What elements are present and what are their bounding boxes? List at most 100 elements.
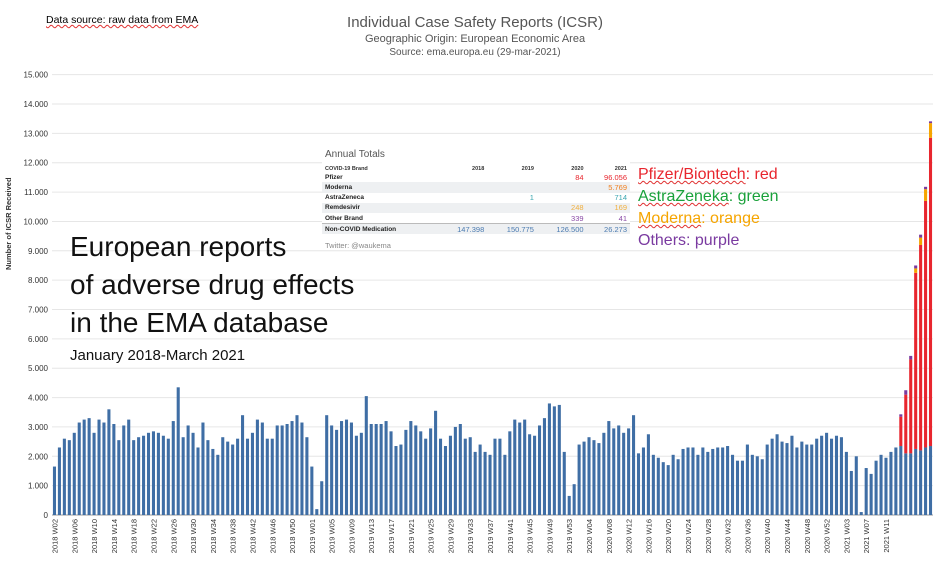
bar-segment: [889, 451, 893, 515]
bar-segment: [914, 268, 918, 273]
bar-segment: [533, 435, 537, 515]
y-tick-label: 8.000: [28, 276, 49, 285]
bar-segment: [830, 438, 834, 515]
bar-segment: [374, 424, 378, 515]
table-cell: [438, 193, 488, 203]
bar-segment: [221, 437, 225, 515]
y-tick-label: 11.000: [24, 188, 48, 197]
legend-entry: Moderna: orange: [638, 210, 760, 227]
bar-segment: [161, 435, 165, 515]
bar-segment: [909, 453, 913, 515]
bar-segment: [359, 432, 363, 515]
x-tick-label: 2020 W24: [684, 519, 693, 553]
y-tick-label: 5.000: [28, 364, 49, 373]
bar-segment: [211, 448, 215, 515]
bar-segment: [815, 438, 819, 515]
x-tick-label: 2020 W48: [803, 519, 812, 553]
x-tick-label: 2021 W11: [882, 519, 891, 553]
x-tick-label: 2019 W21: [407, 519, 416, 553]
bar-segment: [825, 432, 829, 515]
table-row-label: Moderna: [322, 182, 438, 193]
table-cell: 1: [529, 193, 534, 203]
table-cell: [487, 182, 537, 193]
bar-segment: [651, 454, 655, 515]
bar-segment: [468, 437, 472, 515]
table-column-header: COVID-19 Brand: [325, 165, 368, 172]
bar-segment: [107, 409, 111, 515]
bar-segment: [236, 438, 240, 515]
bar-segment: [537, 425, 542, 515]
bar-segment: [260, 422, 264, 515]
y-tick-label: 15.000: [24, 71, 49, 80]
bar-segment: [137, 437, 141, 515]
y-tick-label: 14.000: [24, 100, 49, 109]
bar-segment: [617, 425, 621, 515]
table-row: Non-COVID Medication 147.398 150.775 126.50…: [322, 223, 630, 235]
x-tick-label: 2019 W25: [427, 519, 436, 553]
bar-segment: [320, 481, 324, 515]
bar-segment: [755, 456, 759, 515]
table-credit: Twitter: @waukema: [325, 241, 391, 251]
bar-segment: [349, 422, 353, 515]
bar-segment: [156, 432, 160, 515]
bar-segment: [632, 415, 636, 515]
bar-segment: [721, 447, 725, 515]
table-cell: 714: [614, 193, 627, 203]
bar-segment: [557, 404, 561, 515]
bar-segment: [701, 447, 705, 515]
bar-segment: [364, 396, 368, 515]
table-cell: [536, 182, 587, 193]
bar-segment: [166, 438, 170, 515]
bar-segment: [760, 459, 764, 515]
bar-segment: [67, 440, 71, 515]
table-row: Moderna 5.769: [322, 182, 630, 193]
bar-segment: [117, 440, 121, 515]
bar-segment: [820, 435, 824, 515]
bar-segment: [770, 438, 774, 515]
y-tick-label: 4.000: [28, 394, 49, 403]
bar-segment: [285, 424, 289, 515]
bar-segment: [552, 406, 556, 515]
table-row-label: Remdesivir: [322, 202, 438, 213]
bar-segment: [785, 443, 789, 515]
bar-segment: [914, 448, 918, 515]
bar-segment: [384, 421, 388, 515]
bar-segment: [641, 447, 645, 515]
y-tick-label: 3.000: [28, 423, 49, 432]
bar-segment: [250, 432, 254, 515]
table-cell: 26.273: [586, 223, 630, 235]
table-cell: 339: [571, 213, 584, 223]
bar-segment: [122, 425, 126, 515]
overlay-period: January 2018-March 2021: [70, 347, 246, 364]
bar-segment: [290, 421, 294, 515]
x-tick-label: 2020 W32: [724, 519, 733, 553]
bar-segment: [389, 431, 393, 515]
bar-segment: [483, 451, 487, 515]
bar-segment: [904, 394, 908, 454]
table-row: Pfizer 84 96.056: [322, 172, 630, 182]
bar-segment: [404, 429, 408, 515]
bar-segment: [305, 437, 309, 515]
x-tick-label: 2021 W07: [862, 519, 871, 553]
source-note: Data source: raw data from EMA: [46, 14, 199, 26]
bar-segment: [646, 434, 650, 515]
bar-segment: [919, 244, 923, 451]
bar-segment: [731, 454, 735, 515]
y-tick-label: 10.000: [24, 217, 49, 226]
bar-segment: [706, 451, 710, 515]
table-cell: 147.398: [437, 223, 488, 235]
bar-segment: [82, 419, 86, 515]
table-cell: 169: [586, 202, 630, 213]
bar-segment: [681, 448, 685, 515]
bar-segment: [602, 432, 606, 515]
table-cell: [438, 172, 488, 182]
bar-segment: [270, 438, 274, 515]
bar-segment: [661, 462, 665, 515]
x-tick-label: 2018 W26: [169, 519, 178, 553]
bar-segment: [864, 468, 868, 515]
bar-segment: [142, 435, 146, 515]
bar-segment: [87, 418, 91, 515]
bar-segment: [97, 419, 101, 515]
table-row: AstraZeneca 1 714: [322, 193, 630, 203]
legend-entry: Others: purple: [638, 232, 740, 249]
